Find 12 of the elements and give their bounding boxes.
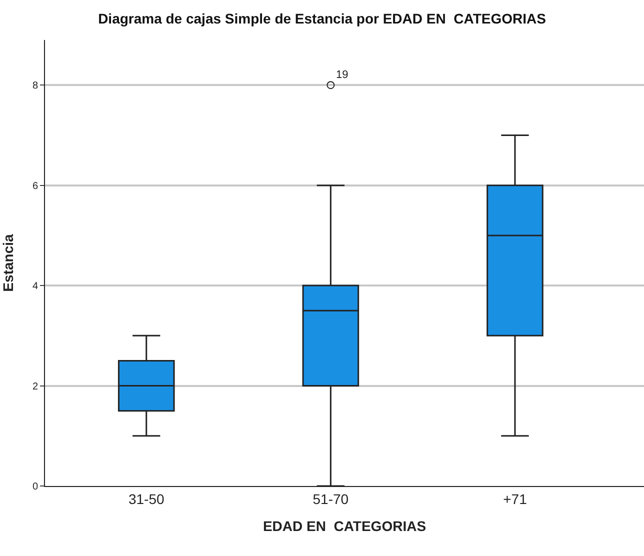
- y-tick-label: 8: [32, 80, 38, 92]
- y-tick-label: 4: [32, 281, 38, 292]
- x-tick-label: 31-50: [128, 490, 164, 507]
- y-axis-title: Estancia: [0, 234, 16, 292]
- x-axis-title: EDAD EN CATEGORIAS: [262, 518, 426, 534]
- annotation: 19: [336, 69, 348, 81]
- y-tick-label: 2: [32, 381, 38, 392]
- x-tick-label: 51-70: [312, 490, 349, 507]
- y-tick-label: 0: [32, 482, 38, 492]
- chart-title: Diagrama de cajas Simple de Estancia por EDAD EN CATEGORIAS: [98, 10, 546, 27]
- x-tick-label: +71: [503, 490, 528, 507]
- y-tick-label: 6: [32, 180, 38, 192]
